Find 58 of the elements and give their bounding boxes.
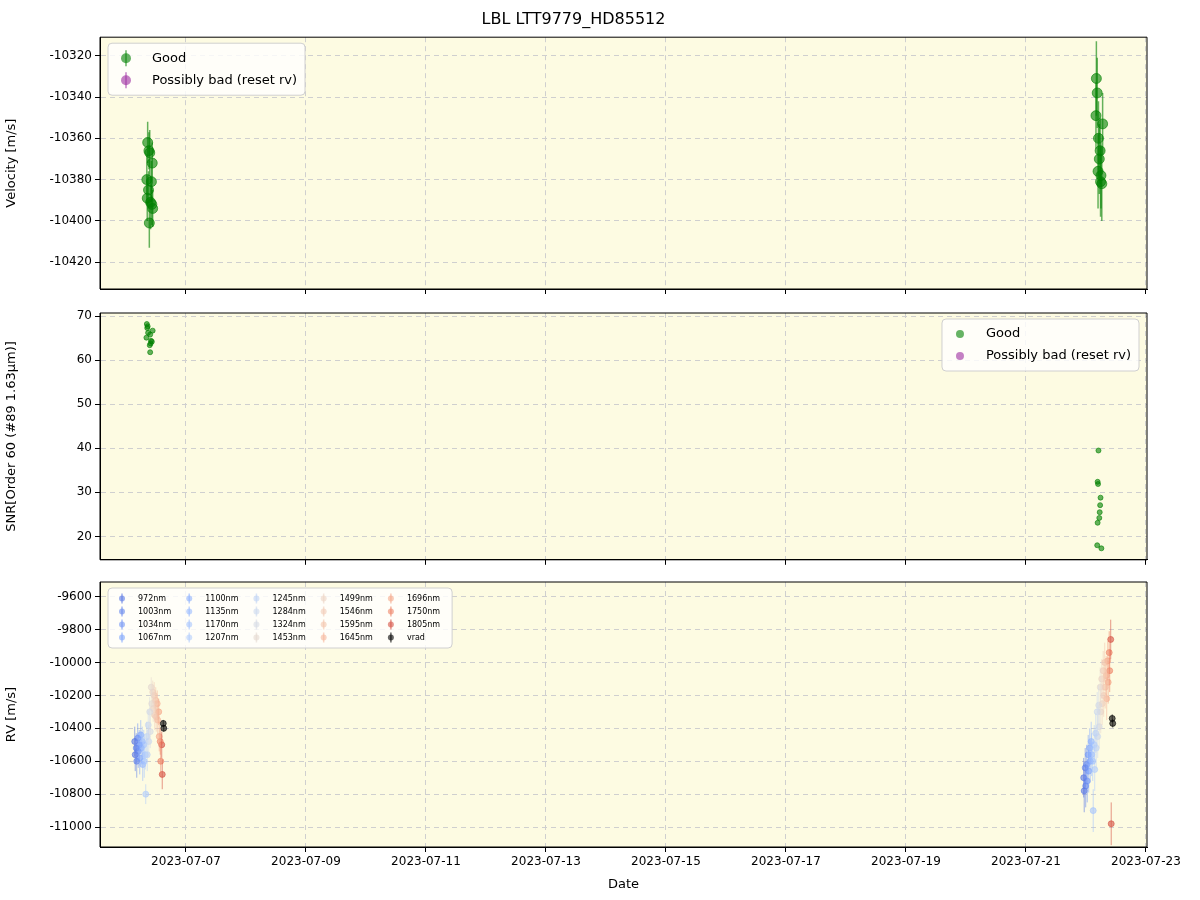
y-tick-label: -9600 [57, 588, 92, 603]
x-tick-label: 2023-07-21 [991, 854, 1061, 869]
y-tick-label: -10200 [49, 687, 92, 702]
y-tick-label: 70 [76, 308, 92, 323]
y-tick-label: 40 [76, 440, 92, 455]
y-tick-label: -10400 [49, 213, 92, 228]
legend-label: Good [985, 325, 1021, 341]
legend-label: 1750nm [406, 606, 441, 616]
legend-label: 1067nm [138, 632, 172, 642]
legend-label: 1245nm [272, 593, 306, 603]
legend-label: 1805nm [406, 619, 441, 629]
y-axis-title: SNR[Order 60 (#89 1.63μm)] [3, 341, 19, 532]
x-tick-label: 2023-07-11 [391, 854, 461, 869]
legend-label: 1645nm [339, 632, 374, 642]
x-tick-label: 2023-07-23 [1111, 854, 1181, 869]
y-axis-title: RV [m/s] [3, 686, 19, 743]
legend-label: 1034nm [138, 619, 172, 629]
y-tick-label: 50 [76, 396, 92, 411]
x-tick-label: 2023-07-15 [631, 854, 701, 869]
legend-label: 1135nm [205, 606, 239, 616]
x-tick-label: 2023-07-13 [511, 854, 581, 869]
x-tick-label: 2023-07-07 [151, 854, 221, 869]
legend-label: 1207nm [205, 632, 239, 642]
x-axis-title: Date [607, 875, 640, 891]
y-tick-label: -10600 [49, 753, 92, 768]
legend-label: 1499nm [339, 593, 374, 603]
y-tick-label: -10320 [49, 47, 92, 62]
legend-label: 1696nm [406, 593, 441, 603]
legend-label: 1453nm [272, 632, 306, 642]
y-tick-label: -10000 [49, 654, 92, 669]
chart-title: LBL LTT9779_HD85512 [481, 8, 666, 29]
y-axis-title: Velocity [m/s] [3, 118, 19, 208]
y-tick-label: -10800 [49, 786, 92, 801]
legend-label: Good [152, 49, 187, 65]
x-tick-label: 2023-07-19 [871, 854, 941, 869]
legend-label: Possibly bad (reset rv) [985, 347, 1132, 363]
legend-label: 1170nm [205, 619, 239, 629]
y-tick-label: -11000 [49, 819, 92, 834]
y-tick-label: -10340 [49, 89, 92, 104]
y-tick-label: -10360 [49, 130, 92, 145]
y-tick-label: -10420 [49, 254, 92, 269]
y-tick-label: -10400 [49, 720, 92, 735]
y-tick-label: 30 [76, 484, 92, 499]
legend-label: 1595nm [339, 619, 374, 629]
x-tick-label: 2023-07-17 [751, 854, 821, 869]
legend-label: 1324nm [272, 619, 306, 629]
y-tick-label: 20 [76, 528, 92, 543]
legend-label: 1003nm [138, 606, 172, 616]
y-tick-label: 60 [76, 352, 92, 367]
y-tick-label: -9800 [57, 621, 92, 636]
y-tick-label: -10380 [49, 171, 92, 186]
legend-label: vrad [406, 632, 425, 642]
legend-label: 1284nm [272, 606, 306, 616]
legend-label: 972nm [138, 593, 167, 603]
legend-label: 1546nm [339, 606, 374, 616]
legend-label: Possibly bad (reset rv) [152, 71, 298, 87]
legend-label: 1100nm [205, 593, 239, 603]
x-tick-label: 2023-07-09 [271, 854, 341, 869]
